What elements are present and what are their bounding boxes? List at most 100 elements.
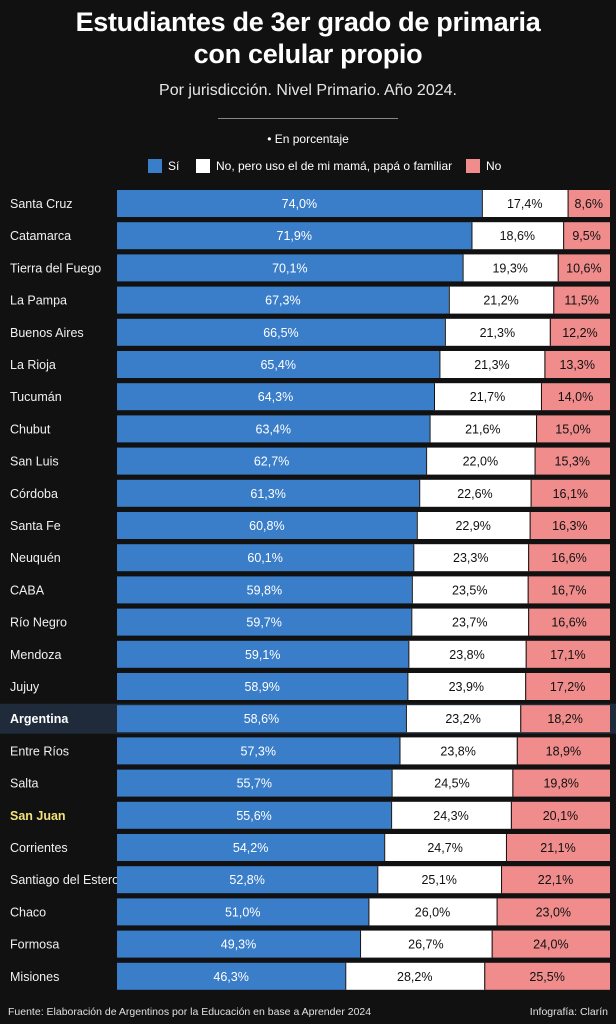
category-label-neuquen: Neuquén: [10, 551, 61, 565]
bar-segment-no-pero-corrientes: [384, 834, 506, 861]
bar-segment-no-pero-la-rioja: [439, 351, 545, 378]
segment-separator: [439, 351, 441, 378]
bar-segment-no-mendoza: [525, 640, 610, 668]
bar-segment-si-misiones: [117, 962, 346, 990]
bar-segment-si-mendoza: [117, 640, 409, 668]
bar-segment-no-corrientes: [505, 834, 610, 861]
bar-segment-si-entre-rios: [117, 737, 400, 765]
data-label-si-jujuy: 58,9%: [244, 680, 279, 694]
chart-title: Estudiantes de 3er grado de primaria con…: [0, 6, 616, 70]
data-label-no-catamarca: 9,5%: [572, 229, 601, 243]
bar-segment-no-san-luis: [534, 447, 610, 475]
data-label-si-cordoba: 61,3%: [250, 487, 285, 501]
data-label-si-santiago-del-estero: 52,8%: [229, 873, 264, 887]
bar-segment-no-pero-misiones: [345, 962, 485, 990]
bar-segment-no-chubut: [536, 415, 610, 443]
segment-separator: [525, 673, 527, 700]
data-label-si-neuquen: 60,1%: [247, 551, 282, 565]
data-label-no-pero-santiago-del-estero: 25,1%: [421, 873, 456, 887]
bar-segment-si-santa-fe: [117, 512, 417, 539]
bar-segment-si-san-juan: [117, 801, 392, 829]
category-label-san-luis: San Luis: [10, 455, 59, 469]
data-label-si-tucuman: 64,3%: [258, 390, 293, 404]
data-label-si-entre-rios: 57,3%: [241, 744, 276, 758]
segment-separator: [530, 479, 532, 507]
data-label-no-pero-catamarca: 18,6%: [500, 229, 535, 243]
data-label-no-pero-rio-negro: 23,7%: [452, 616, 487, 630]
legend-item-no: No: [466, 157, 501, 175]
data-label-no-pero-la-pampa: 21,2%: [483, 294, 518, 308]
data-label-no-pero-entre-rios: 23,8%: [440, 744, 475, 758]
data-label-si-argentina: 58,6%: [244, 712, 279, 726]
bar-segment-no-caba: [527, 576, 610, 604]
bar-segment-no-pero-rio-negro: [411, 608, 529, 636]
data-label-si-mendoza: 59,1%: [245, 648, 280, 662]
data-label-no-pero-formosa: 26,7%: [408, 938, 443, 952]
unit-note: • En porcentaje: [267, 132, 349, 146]
bar-segment-no-jujuy: [525, 673, 610, 700]
category-label-salta: Salta: [10, 777, 39, 791]
data-label-no-la-pampa: 11,5%: [564, 294, 599, 308]
category-label-jujuy: Jujuy: [10, 680, 40, 694]
segment-separator: [429, 415, 431, 443]
category-label-santa-fe: Santa Fe: [10, 519, 61, 533]
category-label-cordoba: Córdoba: [10, 487, 58, 501]
data-label-no-rio-negro: 16,6%: [551, 616, 586, 630]
bar-segment-no-pero-santiago-del-estero: [377, 866, 502, 894]
bar-segment-si-tucuman: [117, 383, 434, 411]
segment-separator: [384, 834, 386, 861]
data-label-no-pero-mendoza: 23,8%: [449, 648, 484, 662]
bar-segment-no-pero-buenos-aires: [444, 318, 550, 346]
bar-segment-no-santa-cruz: [567, 190, 610, 217]
data-label-no-jujuy: 17,2%: [550, 680, 585, 694]
segment-separator: [520, 705, 522, 733]
segment-separator: [444, 318, 446, 346]
segment-separator: [411, 576, 413, 604]
category-label-corrientes: Corrientes: [10, 841, 68, 855]
data-label-no-pero-corrientes: 24,7%: [427, 841, 462, 855]
legend-swatch-no: [466, 159, 480, 173]
segment-separator: [416, 512, 418, 539]
segment-separator: [433, 383, 435, 411]
category-label-caba: CABA: [10, 583, 45, 597]
data-label-si-san-juan: 55,6%: [236, 809, 271, 823]
bar-segment-no-tierra-del-fuego: [557, 254, 610, 282]
segment-separator: [471, 222, 473, 250]
data-label-no-buenos-aires: 12,2%: [562, 326, 597, 340]
data-label-no-pero-san-juan: 24,3%: [433, 809, 468, 823]
data-label-no-pero-san-luis: 22,0%: [463, 455, 498, 469]
bar-segment-no-pero-salta: [391, 769, 513, 797]
bar-segment-no-rio-negro: [528, 608, 610, 636]
bar-segment-no-pero-entre-rios: [399, 737, 517, 765]
data-label-si-misiones: 46,3%: [213, 970, 248, 984]
bar-segment-no-pero-cordoba: [419, 479, 531, 507]
data-label-si-rio-negro: 59,7%: [246, 616, 281, 630]
bar-segment-no-buenos-aires: [549, 318, 610, 346]
bar-segment-no-pero-san-juan: [391, 801, 511, 829]
category-label-misiones: Misiones: [10, 970, 59, 984]
bar-segment-si-salta: [117, 769, 392, 797]
footer-credit: Infografía: Clarín: [529, 1006, 608, 1018]
data-label-si-chaco: 51,0%: [225, 905, 260, 919]
category-label-chubut: Chubut: [10, 422, 51, 436]
bar-segment-no-la-pampa: [553, 286, 610, 314]
category-label-santa-cruz: Santa Cruz: [10, 197, 73, 211]
segment-separator: [512, 769, 514, 797]
data-label-si-santa-cruz: 74,0%: [282, 197, 317, 211]
category-label-buenos-aires: Buenos Aires: [10, 326, 84, 340]
bar-segment-si-caba: [117, 576, 412, 604]
legend-item-no-pero: No, pero uso el de mi mamá, papá o famil…: [196, 157, 452, 175]
data-label-no-santa-fe: 16,3%: [552, 519, 587, 533]
segment-separator: [534, 447, 536, 475]
bar-segment-si-formosa: [117, 930, 361, 958]
bar-segment-no-san-juan: [510, 801, 610, 829]
segment-separator: [501, 866, 503, 894]
segment-separator: [540, 383, 542, 411]
bar-segment-no-neuquen: [528, 544, 610, 572]
bar-segment-no-pero-la-pampa: [448, 286, 554, 314]
bar-segment-no-pero-chaco: [368, 898, 497, 926]
bar-segment-si-argentina: [117, 705, 406, 733]
legend-swatch-no-pero: [196, 159, 210, 173]
chart-subtitle: Por jurisdicción. Nivel Primario. Año 20…: [159, 82, 457, 99]
